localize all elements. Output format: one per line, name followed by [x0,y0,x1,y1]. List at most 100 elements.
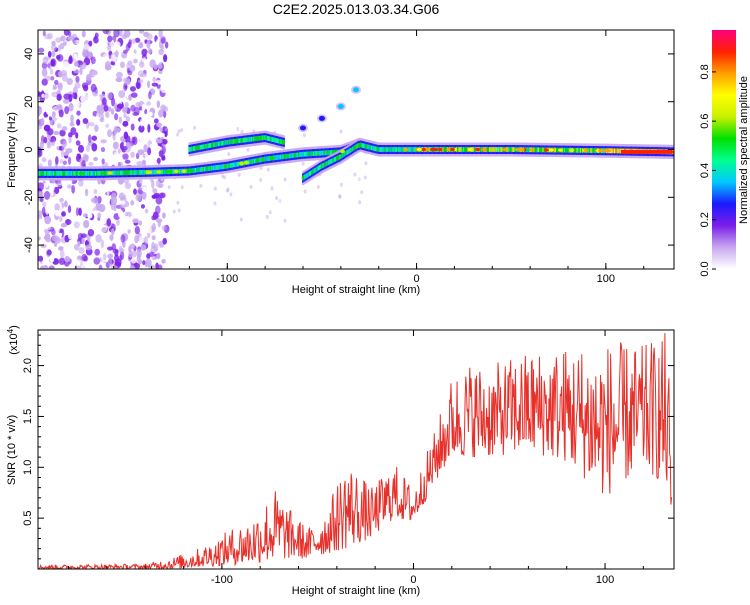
noise-speck [114,50,119,58]
main-band-core [64,171,67,176]
noise-speck [90,56,96,65]
noise-speck [38,249,45,254]
noise-speck [216,127,220,132]
noise-speck [134,37,141,43]
main-band-core [163,169,166,175]
upper-branch-core [236,138,239,144]
noise-speck [95,234,102,243]
noise-speck [77,144,85,153]
upper-branch-core [255,136,258,142]
main-band-core [67,171,70,176]
main-band-core [374,146,377,152]
noise-speck [85,103,91,110]
colorbar-tick-label: 0.8 [699,64,711,79]
noise-speck [124,253,128,261]
noise-speck [130,92,138,98]
main-band-core [367,144,370,150]
noise-speck [72,92,78,100]
noise-speck [162,71,167,80]
main-band-core [60,171,64,176]
noise-speck [56,182,63,188]
lower-branch-core [357,143,360,148]
noise-speck [56,123,62,129]
noise-speck [113,151,120,161]
noise-speck [153,93,160,99]
noise-speck [117,209,124,218]
main-band-core [71,171,74,176]
rising-blob [300,125,306,131]
noise-speck [100,217,107,225]
main-band-core [613,148,617,154]
lower-branch-core [342,152,346,158]
hot-spot [481,147,487,152]
main-band-core [172,169,175,174]
noise-speck [155,139,163,144]
main-band-core [264,156,267,162]
noise-speck [107,246,114,251]
noise-speck [123,30,131,38]
upper-branch-core [278,138,281,144]
main-band-core [72,171,75,176]
noise-speck [44,235,49,240]
main-band-core [556,147,559,153]
hot-spot [583,148,589,153]
noise-speck [73,221,80,229]
noise-speck [80,94,86,104]
noise-speck [160,85,168,94]
main-band-core [364,143,367,149]
main-band-core [96,170,99,176]
main-band-core [85,171,89,176]
main-band-core [111,170,115,176]
main-band-core [610,148,613,154]
noise-speck [146,80,151,89]
spectrogram-x-axis-label: Height of straight line (km) [292,284,420,296]
noise-speck [154,205,161,215]
noise-speck [79,108,84,115]
noise-speck [101,158,105,165]
noise-speck [193,125,197,130]
main-band-core [225,163,228,169]
hot-spot [78,171,84,176]
hot-spot [188,168,194,173]
noise-speck [158,30,163,38]
noise-speck [151,222,156,232]
main-band-core [250,159,253,165]
noise-speck [264,188,268,193]
noise-speck [140,204,146,209]
main-band-core [290,153,293,159]
main-band-core [248,159,251,165]
main-band-core [166,169,169,175]
main-band-core [164,169,167,175]
noise-speck [107,253,114,259]
noise-speck [144,208,149,214]
noise-speck [125,261,131,269]
noise-speck [163,54,168,63]
main-band-core [115,170,118,176]
main-band-core [259,157,262,163]
main-band-core [487,147,491,152]
noise-speck [83,213,88,218]
main-band-core [617,148,620,154]
main-band-core [383,147,386,152]
noise-speck [303,189,307,194]
noise-speck [88,161,94,166]
upper-branch-core [224,140,227,146]
noise-speck [364,161,368,166]
main-band-core [462,147,466,152]
noise-speck [84,205,89,211]
noise-speck [40,243,47,248]
noise-speck [102,30,110,35]
main-band-core [106,170,109,176]
noise-speck [172,161,176,166]
noise-speck [155,38,160,47]
main-band-core [540,147,543,153]
main-band-core [612,148,616,154]
main-band-core [495,147,499,152]
noise-speck [90,182,97,187]
main-band-core [382,147,385,152]
main-band-core [59,171,62,176]
upper-branch-core [190,146,193,152]
noise-speck [138,41,143,48]
noise-speck [130,200,135,206]
